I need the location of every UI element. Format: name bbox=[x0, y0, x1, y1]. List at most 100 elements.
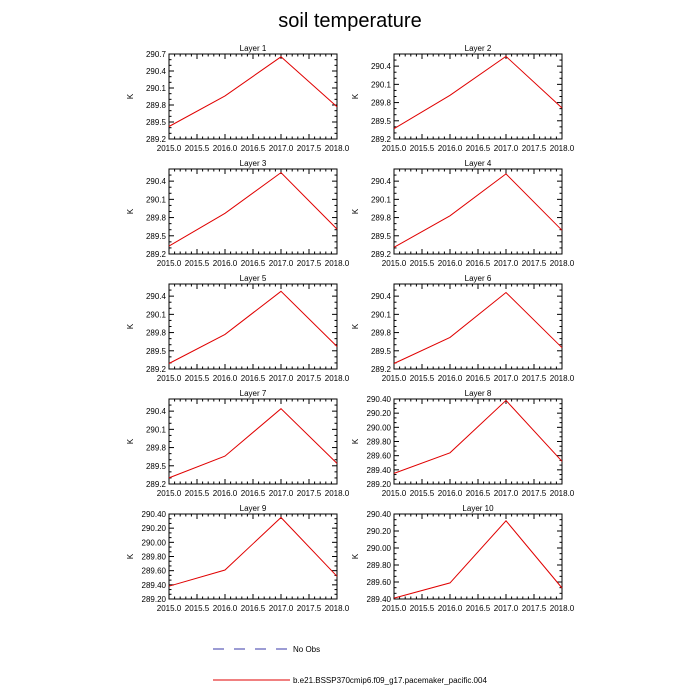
x-tick-label: 2015.5 bbox=[185, 144, 210, 153]
panel-title: Layer 1 bbox=[240, 44, 267, 53]
y-tick-label: 290.1 bbox=[146, 84, 167, 93]
x-tick-label: 2018.0 bbox=[550, 144, 575, 153]
x-tick-label: 2016.0 bbox=[438, 604, 463, 613]
y-tick-label: 289.8 bbox=[146, 214, 167, 223]
x-tick-label: 2016.5 bbox=[241, 144, 266, 153]
series-line bbox=[393, 173, 563, 248]
x-tick-label: 2016.5 bbox=[466, 259, 491, 268]
y-tick-label: 289.40 bbox=[367, 466, 392, 475]
y-tick-label: 290.1 bbox=[371, 310, 392, 319]
y-tick-label: 290.20 bbox=[142, 524, 167, 533]
plot-frame bbox=[168, 168, 338, 255]
x-tick-label: 2015.5 bbox=[410, 259, 435, 268]
series-line bbox=[168, 290, 338, 364]
y-tick-label: 290.4 bbox=[371, 62, 392, 71]
legend-label-no-obs: No Obs bbox=[293, 645, 320, 654]
y-tick-label: 290.1 bbox=[146, 425, 167, 434]
series-line bbox=[393, 520, 563, 599]
y-tick-label: 289.80 bbox=[142, 553, 167, 562]
x-tick-label: 2017.5 bbox=[297, 259, 322, 268]
x-tick-label: 2016.5 bbox=[241, 604, 266, 613]
y-tick-label: 289.20 bbox=[142, 595, 167, 604]
x-tick-label: 2016.0 bbox=[213, 259, 238, 268]
plot-frame bbox=[393, 53, 563, 140]
x-tick-label: 2017.0 bbox=[269, 489, 294, 498]
x-tick-label: 2017.0 bbox=[494, 604, 519, 613]
y-tick-label: 289.8 bbox=[371, 329, 392, 338]
x-tick-label: 2017.0 bbox=[269, 144, 294, 153]
panel-title: Layer 6 bbox=[465, 274, 492, 283]
x-tick-label: 2017.5 bbox=[522, 489, 547, 498]
plot-frame bbox=[393, 398, 563, 485]
plot-frame bbox=[168, 398, 338, 485]
x-tick-label: 2018.0 bbox=[550, 374, 575, 383]
x-tick-label: 2016.0 bbox=[438, 489, 463, 498]
x-tick-label: 2015.0 bbox=[157, 144, 182, 153]
x-tick-label: 2015.5 bbox=[185, 604, 210, 613]
y-axis-label: K bbox=[126, 93, 135, 99]
x-tick-label: 2016.5 bbox=[466, 374, 491, 383]
x-tick-label: 2017.0 bbox=[494, 144, 519, 153]
y-tick-label: 290.00 bbox=[367, 544, 392, 553]
y-tick-label: 289.40 bbox=[367, 595, 392, 604]
panel-title: Layer 5 bbox=[240, 274, 267, 283]
y-tick-label: 289.5 bbox=[146, 347, 167, 356]
x-tick-label: 2017.5 bbox=[522, 259, 547, 268]
x-tick-label: 2016.0 bbox=[438, 144, 463, 153]
y-tick-label: 289.8 bbox=[146, 329, 167, 338]
plot-frame bbox=[393, 283, 563, 370]
y-tick-label: 290.4 bbox=[371, 292, 392, 301]
y-tick-label: 289.40 bbox=[142, 581, 167, 590]
x-tick-label: 2018.0 bbox=[325, 259, 350, 268]
series-line bbox=[168, 516, 338, 587]
y-tick-label: 289.2 bbox=[371, 135, 392, 144]
x-tick-label: 2018.0 bbox=[550, 259, 575, 268]
x-tick-label: 2016.0 bbox=[213, 374, 238, 383]
y-tick-label: 289.5 bbox=[146, 462, 167, 471]
x-tick-label: 2015.5 bbox=[185, 259, 210, 268]
x-tick-label: 2016.0 bbox=[438, 259, 463, 268]
y-axis-label: K bbox=[351, 553, 360, 559]
y-axis-label: K bbox=[126, 208, 135, 214]
y-axis-label: K bbox=[351, 438, 360, 444]
y-tick-label: 289.2 bbox=[371, 250, 392, 259]
x-tick-label: 2015.5 bbox=[410, 374, 435, 383]
x-tick-label: 2016.5 bbox=[466, 604, 491, 613]
y-tick-label: 289.5 bbox=[146, 118, 167, 127]
panel-title: Layer 10 bbox=[462, 504, 494, 513]
x-tick-label: 2018.0 bbox=[550, 489, 575, 498]
y-tick-label: 289.60 bbox=[142, 567, 167, 576]
x-tick-label: 2016.0 bbox=[213, 144, 238, 153]
x-tick-label: 2017.0 bbox=[494, 259, 519, 268]
plot-frame bbox=[393, 168, 563, 255]
y-tick-label: 290.4 bbox=[371, 177, 392, 186]
x-tick-label: 2015.5 bbox=[185, 374, 210, 383]
x-tick-label: 2018.0 bbox=[550, 604, 575, 613]
legend-label-model: b.e21.BSSP370cmip6.f09_g17.pacemaker_pac… bbox=[293, 676, 487, 685]
y-tick-label: 289.2 bbox=[146, 480, 167, 489]
x-tick-label: 2015.0 bbox=[382, 489, 407, 498]
y-tick-label: 289.5 bbox=[146, 232, 167, 241]
panel-title: Layer 8 bbox=[465, 389, 492, 398]
x-tick-label: 2017.5 bbox=[522, 144, 547, 153]
x-tick-label: 2017.0 bbox=[494, 489, 519, 498]
y-tick-label: 290.00 bbox=[142, 538, 167, 547]
x-tick-label: 2015.5 bbox=[410, 489, 435, 498]
series-line bbox=[168, 171, 338, 247]
x-tick-label: 2015.5 bbox=[410, 604, 435, 613]
y-tick-label: 289.8 bbox=[146, 444, 167, 453]
y-tick-label: 289.2 bbox=[146, 365, 167, 374]
x-tick-label: 2018.0 bbox=[325, 489, 350, 498]
y-tick-label: 290.4 bbox=[146, 67, 167, 76]
x-tick-label: 2017.5 bbox=[522, 374, 547, 383]
y-tick-label: 290.7 bbox=[146, 50, 167, 59]
x-tick-label: 2015.0 bbox=[157, 489, 182, 498]
y-tick-label: 289.2 bbox=[146, 135, 167, 144]
y-tick-label: 289.5 bbox=[371, 347, 392, 356]
series-line bbox=[393, 399, 563, 474]
x-tick-label: 2016.5 bbox=[466, 489, 491, 498]
